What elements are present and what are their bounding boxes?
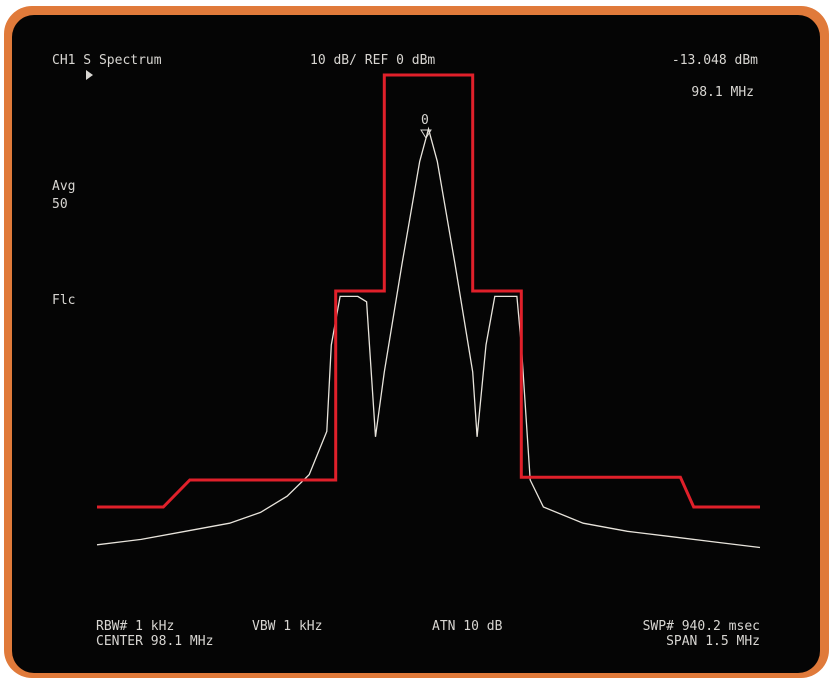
- avg-label: Avg: [52, 179, 75, 194]
- trace: [96, 126, 761, 549]
- center: CENTER 98.1 MHz: [96, 634, 213, 649]
- avg-count: 50: [52, 197, 68, 212]
- marker-freq: 98.1 MHz: [691, 85, 754, 100]
- flc-label: Flc: [52, 293, 75, 308]
- peak-marker: [420, 129, 432, 139]
- title: CH1 S Spectrum: [52, 53, 162, 68]
- rbw: RBW# 1 kHz: [96, 619, 174, 634]
- trace: [97, 73, 760, 509]
- ref-marker: [86, 70, 93, 80]
- marker-level: -13.048 dBm: [672, 53, 758, 68]
- vbw: VBW 1 kHz: [252, 619, 322, 634]
- span: SPAN 1.5 MHz: [666, 634, 760, 649]
- sweep: SWP# 940.2 msec: [643, 619, 760, 634]
- subtitle: 10 dB/ REF 0 dBm: [310, 53, 435, 68]
- marker-label: 0: [421, 113, 429, 128]
- atn: ATN 10 dB: [432, 619, 503, 634]
- screen: [12, 15, 820, 673]
